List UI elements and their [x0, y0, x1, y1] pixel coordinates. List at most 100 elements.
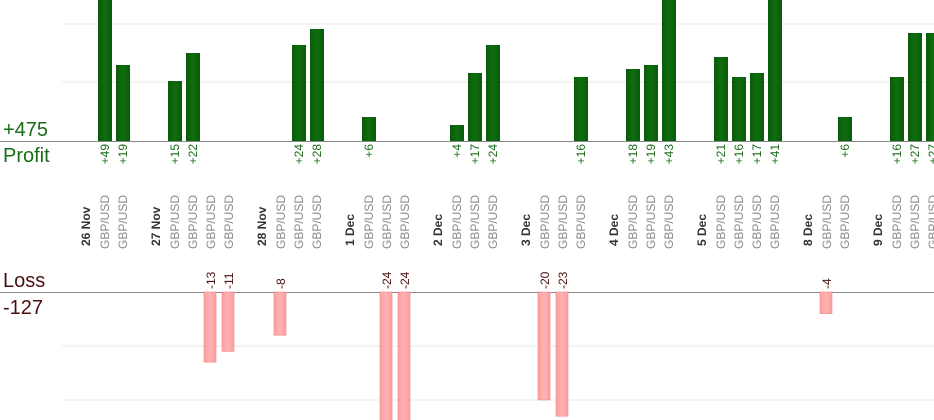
- profit-value-label: +49: [98, 144, 112, 165]
- pair-label: GBP/USD: [310, 195, 324, 249]
- loss-value-label: -13: [204, 271, 218, 289]
- pair-label: GBP/USD: [750, 195, 764, 249]
- profit-bar: [662, 0, 676, 141]
- loss-value-label: -4: [820, 278, 834, 289]
- loss-bar: [555, 291, 569, 417]
- loss-bar: [819, 291, 833, 314]
- pair-label: GBP/USD: [362, 195, 376, 249]
- loss-value-label: -20: [538, 271, 552, 289]
- pair-label: GBP/USD: [644, 195, 658, 249]
- pair-label: GBP/USD: [538, 195, 552, 249]
- profit-bar: [732, 77, 746, 141]
- profit-value-label: +16: [732, 144, 746, 165]
- loss-bar: [203, 291, 217, 363]
- profit-value-label: +4: [450, 144, 464, 158]
- profit-bar: [644, 65, 658, 141]
- pair-label: GBP/USD: [732, 195, 746, 249]
- pair-label: GBP/USD: [838, 195, 852, 249]
- loss-label: Loss: [3, 270, 46, 292]
- profit-bar: [450, 125, 464, 141]
- profit-bar: [768, 0, 782, 141]
- profit-value-label: +18: [626, 144, 640, 165]
- profit-bar: [292, 45, 306, 141]
- pair-label: GBP/USD: [186, 195, 200, 249]
- profit-value-label: +24: [292, 144, 306, 165]
- profit-bar: [362, 117, 376, 141]
- loss-bar: [397, 291, 411, 420]
- pair-label: GBP/USD: [468, 195, 482, 249]
- pair-label: GBP/USD: [926, 195, 934, 249]
- loss-value-label: -24: [398, 271, 412, 289]
- profit-value-label: +6: [362, 144, 376, 158]
- profit-value-label: +16: [574, 144, 588, 165]
- pair-label: GBP/USD: [380, 195, 394, 249]
- profit-value-label: +27: [926, 144, 934, 165]
- profit-value-label: +19: [644, 144, 658, 165]
- profit-value-label: +15: [168, 144, 182, 165]
- loss-bar: [379, 291, 393, 420]
- loss-value-label: -11: [222, 272, 236, 289]
- loss-value-label: -23: [556, 271, 570, 289]
- profit-value-label: +41: [768, 144, 782, 165]
- pair-label: GBP/USD: [450, 195, 464, 249]
- profit-value-label: +21: [714, 144, 728, 165]
- profit-bar: [714, 57, 728, 141]
- day-label: 3 Dec: [519, 214, 533, 246]
- pair-label: GBP/USD: [626, 195, 640, 249]
- pair-label: GBP/USD: [768, 195, 782, 249]
- loss-value-label: -24: [380, 271, 394, 289]
- pair-label: GBP/USD: [168, 195, 182, 249]
- profit-label: Profit: [3, 145, 50, 167]
- pair-label: GBP/USD: [714, 195, 728, 249]
- loss-bar: [273, 291, 287, 336]
- pair-label: GBP/USD: [274, 195, 288, 249]
- loss-total: -127: [3, 297, 44, 319]
- pair-label: GBP/USD: [98, 195, 112, 249]
- loss-value-label: -8: [274, 278, 288, 289]
- profit-bar: [890, 77, 904, 141]
- profit-bar: [186, 53, 200, 141]
- day-label: 2 Dec: [431, 214, 445, 246]
- profit-bar: [98, 0, 112, 141]
- profit-value-label: +22: [186, 144, 200, 165]
- day-label: 5 Dec: [695, 214, 709, 246]
- pair-label: GBP/USD: [222, 195, 236, 249]
- pair-label: GBP/USD: [486, 195, 500, 249]
- profit-bar: [468, 73, 482, 141]
- pair-label: GBP/USD: [662, 195, 676, 249]
- loss-bar: [221, 291, 235, 352]
- day-label: 27 Nov: [149, 206, 163, 246]
- pair-label: GBP/USD: [292, 195, 306, 249]
- profit-total: +475: [3, 119, 49, 141]
- pair-label: GBP/USD: [890, 195, 904, 249]
- pair-label: GBP/USD: [908, 195, 922, 249]
- profit-value-label: +19: [116, 144, 130, 165]
- pair-label: GBP/USD: [204, 195, 218, 249]
- profit-bar: [908, 33, 922, 141]
- day-label: 28 Nov: [255, 206, 269, 246]
- day-label: 4 Dec: [607, 214, 621, 246]
- day-label: 26 Nov: [79, 206, 93, 246]
- pair-label: GBP/USD: [398, 195, 412, 249]
- profit-value-label: +17: [750, 144, 764, 165]
- pair-label: GBP/USD: [574, 195, 588, 249]
- profit-bar: [926, 33, 934, 141]
- profit-bar: [750, 73, 764, 141]
- profit-value-label: +6: [838, 144, 852, 158]
- profit-bar: [838, 117, 852, 141]
- profit-bar: [116, 65, 130, 141]
- profit-value-label: +16: [890, 144, 904, 165]
- profit-value-label: +17: [468, 144, 482, 165]
- profit-value-label: +28: [310, 144, 324, 165]
- pair-label: GBP/USD: [556, 195, 570, 249]
- profit-bar: [574, 77, 588, 141]
- profit-bar: [310, 29, 324, 141]
- loss-bar: [537, 291, 551, 401]
- profit-value-label: +24: [486, 144, 500, 165]
- profit-value-label: +27: [908, 144, 922, 165]
- pair-label: GBP/USD: [116, 195, 130, 249]
- profit-bar: [168, 81, 182, 141]
- profit-bar: [626, 69, 640, 141]
- day-label: 1 Dec: [343, 214, 357, 246]
